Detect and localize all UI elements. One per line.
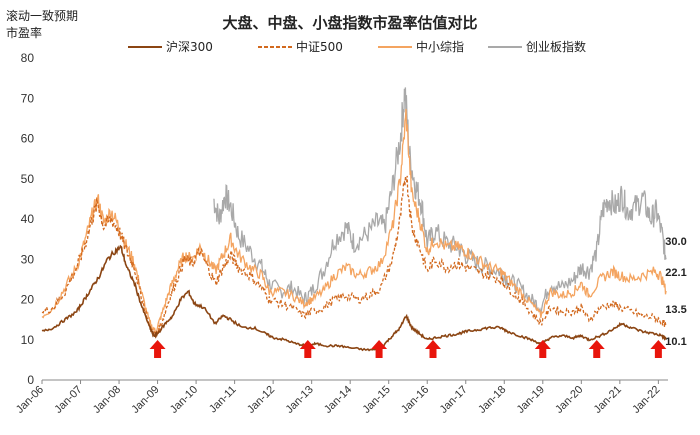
x-tick-label: Jan-10 [168,384,200,416]
x-tick-label: Jan-18 [476,384,508,416]
low-point-arrow-icon [299,340,316,358]
legend: 沪深300 中证500 中小综指 创业板指数 [128,39,586,54]
low-point-arrow-icon [371,340,388,358]
y-tick-label: 80 [21,51,35,65]
x-tick-label: Jan-17 [438,384,470,416]
y-axis-label: 滚动一致预期 市盈率 [6,8,78,42]
y-tick-label: 0 [27,373,34,387]
end-value-labels: 10.1 13.5 22.1 30.0 [665,236,686,348]
end-value-label: 30.0 [665,236,686,248]
y-tick-label: 10 [21,333,35,347]
end-value-label: 13.5 [665,304,686,316]
y-tick-label: 60 [21,132,35,146]
y-tick-label: 40 [21,212,35,226]
low-point-arrow-icon [650,340,667,358]
y-axis-label-line1: 滚动一致预期 [6,9,79,23]
x-tick-label: Jan-13 [284,384,316,416]
x-tick-label: Jan-07 [52,384,84,416]
chart-title: 大盘、中盘、小盘指数市盈率估值对比 [222,14,478,32]
end-value-label: 22.1 [665,267,686,279]
x-tick-label: Jan-21 [592,384,624,416]
x-tick-label: Jan-08 [91,384,123,416]
x-tick-label: Jan-09 [129,384,161,416]
y-tick-label: 30 [21,252,35,266]
x-tick-label: Jan-14 [322,384,354,416]
y-axis-label-line2: 市盈率 [6,26,43,40]
legend-label: 沪深300 [166,40,213,54]
series-line-1 [41,244,667,352]
low-point-arrow-icon [588,340,605,358]
legend-label: 创业板指数 [526,39,586,54]
x-tick-label: Jan-19 [515,384,547,416]
low-point-arrows [149,340,667,358]
x-tick-label: Jan-16 [399,384,431,416]
x-tick-label: Jan-20 [553,384,585,416]
y-tick-label: 50 [21,172,35,186]
low-point-arrow-icon [534,340,551,358]
y-tick-label: 20 [21,293,35,307]
x-tick-label: Jan-06 [14,384,46,416]
x-tick-label: Jan-11 [207,384,239,416]
series-line-3 [41,108,667,335]
low-point-arrow-icon [149,340,166,358]
series-line-2 [41,175,667,339]
series-lines [41,87,667,352]
legend-label: 中小综指 [416,39,464,54]
x-tick-label: Jan-15 [361,384,393,416]
end-value-label: 10.1 [665,336,686,348]
legend-label: 中证500 [296,39,343,54]
x-tick-label: Jan-12 [245,384,277,416]
y-tick-label: 70 [21,91,35,105]
low-point-arrow-icon [425,340,442,358]
x-tick-label: Jan-22 [630,384,662,416]
